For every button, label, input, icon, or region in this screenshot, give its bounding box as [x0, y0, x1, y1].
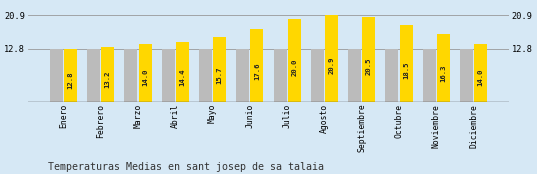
Bar — [348, 49, 361, 102]
Bar — [474, 44, 487, 102]
Text: 15.7: 15.7 — [216, 66, 223, 84]
Bar — [311, 49, 324, 102]
Text: 14.4: 14.4 — [179, 68, 185, 86]
Bar — [386, 49, 398, 102]
Bar — [325, 15, 338, 102]
Text: 17.6: 17.6 — [254, 63, 260, 80]
Text: 16.3: 16.3 — [440, 65, 446, 82]
Bar — [273, 49, 287, 102]
Text: Temperaturas Medias en sant josep de sa talaia: Temperaturas Medias en sant josep de sa … — [48, 162, 324, 172]
Text: 20.9: 20.9 — [329, 57, 335, 74]
Bar — [236, 49, 249, 102]
Bar — [64, 49, 77, 102]
Text: 14.0: 14.0 — [478, 69, 484, 86]
Bar — [87, 49, 100, 102]
Bar — [288, 19, 301, 102]
Text: 18.5: 18.5 — [403, 61, 409, 79]
Bar — [250, 29, 264, 102]
Bar — [139, 44, 151, 102]
Bar — [213, 37, 226, 102]
Bar — [162, 49, 175, 102]
Bar — [101, 47, 114, 102]
Bar — [437, 34, 450, 102]
Bar — [362, 17, 375, 102]
Bar — [176, 42, 189, 102]
Text: 12.8: 12.8 — [68, 71, 74, 89]
Text: 13.2: 13.2 — [105, 70, 111, 88]
Bar — [400, 25, 412, 102]
Bar — [125, 49, 137, 102]
Text: 20.0: 20.0 — [291, 58, 297, 76]
Bar — [50, 49, 63, 102]
Bar — [423, 49, 436, 102]
Bar — [199, 49, 212, 102]
Text: 14.0: 14.0 — [142, 69, 148, 86]
Bar — [460, 49, 473, 102]
Text: 20.5: 20.5 — [366, 58, 372, 75]
